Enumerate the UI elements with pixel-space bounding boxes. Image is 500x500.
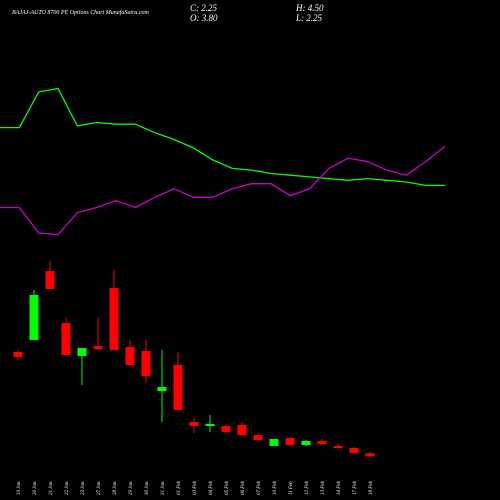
candle-body [93, 346, 103, 349]
candle-body [141, 351, 151, 376]
x-tick-label: 07 Feb [257, 480, 262, 495]
x-tick-label: 17 Feb [353, 480, 358, 495]
low-label: L: 2.25 [295, 13, 323, 23]
candle-body [333, 446, 343, 448]
candle-body [157, 387, 167, 391]
x-tick-label: 31 Jan [161, 481, 166, 495]
indicator-line [0, 87, 445, 187]
candle-body [365, 453, 375, 457]
candle-body [221, 426, 231, 432]
x-tick-label: 20 Jan [33, 481, 38, 495]
candle-body [237, 425, 247, 435]
x-tick-label: 06 Feb [241, 480, 246, 495]
x-tick-label: 27 Jan [97, 481, 102, 495]
candle-body [77, 348, 87, 356]
x-tick-label: 22 Jan [65, 481, 70, 495]
x-tick-label: 23 Jan [81, 481, 86, 495]
x-tick-label: 05 Feb [225, 480, 230, 495]
candle-body [349, 448, 359, 453]
x-tick-label: 03 Feb [193, 480, 198, 495]
x-tick-label: 11 Feb [289, 481, 294, 495]
candle-body [189, 422, 199, 426]
candle-body [317, 441, 327, 444]
candle-body [285, 438, 295, 445]
x-tick-label: 19 Jan [17, 481, 22, 495]
candle-body [109, 288, 119, 350]
candle-body [269, 439, 279, 446]
close-label: C: 2.25 [190, 3, 218, 13]
high-label: H: 4.50 [295, 3, 324, 13]
indicator-line [0, 145, 446, 236]
candle-body [13, 352, 23, 357]
x-tick-label: 21 Jan [49, 481, 54, 495]
x-tick-label: 30 Jan [145, 481, 150, 495]
x-tick-label: 10 Feb [273, 480, 278, 495]
x-tick-label: 28 Jan [113, 481, 118, 495]
x-tick-label: 04 Feb [209, 480, 214, 495]
x-tick-label: 14 Feb [337, 480, 342, 495]
candle-body [205, 424, 215, 426]
x-tick-label: 01 Feb [177, 480, 182, 495]
candle-body [253, 435, 263, 440]
x-tick-label: 18 Feb [369, 480, 374, 495]
candle-body [173, 365, 183, 410]
candle-body [45, 271, 55, 289]
open-label: O: 3.80 [190, 13, 218, 23]
candle-body [125, 347, 135, 365]
x-tick-label: 13 Feb [321, 480, 326, 495]
candle-body [61, 323, 71, 355]
x-tick-label: 29 Jan [129, 481, 134, 495]
candle-body [301, 441, 311, 445]
chart-title: BAJAJ-AUTO 8700 PE Options Chart MunafaS… [12, 9, 150, 16]
x-tick-label: 12 Feb [305, 480, 310, 495]
candle-body [29, 295, 39, 340]
